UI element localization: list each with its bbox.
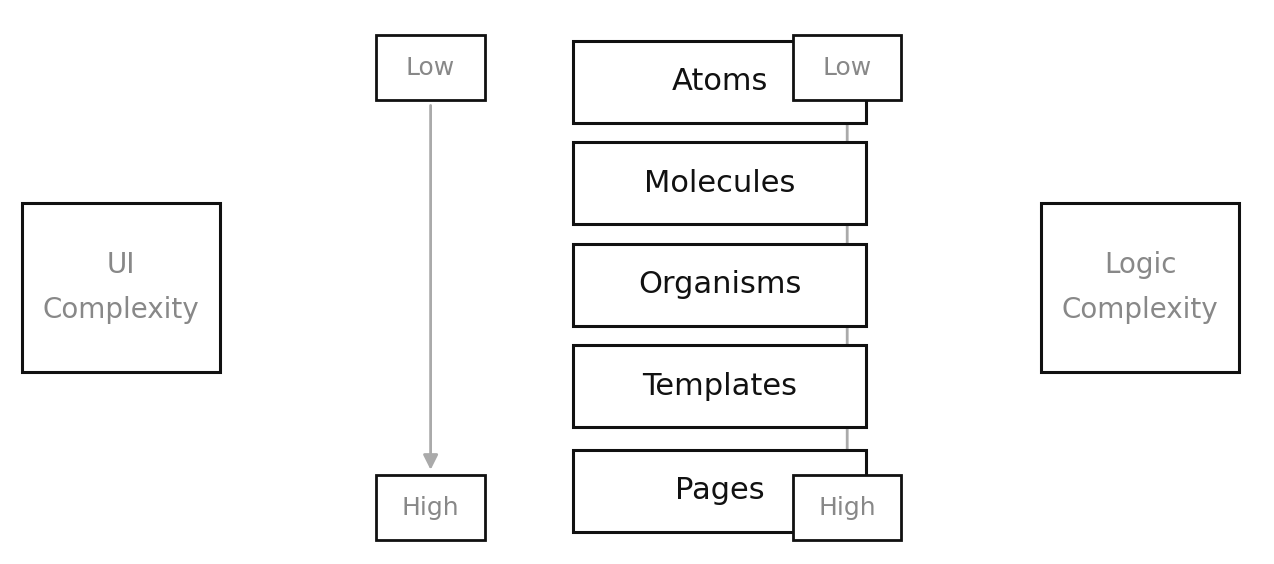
Text: High: High	[401, 496, 460, 519]
FancyBboxPatch shape	[573, 244, 866, 326]
Text: Molecules: Molecules	[645, 169, 795, 198]
FancyBboxPatch shape	[377, 475, 485, 540]
FancyBboxPatch shape	[792, 35, 902, 100]
FancyBboxPatch shape	[23, 203, 219, 372]
Text: Atoms: Atoms	[671, 67, 768, 96]
FancyBboxPatch shape	[573, 345, 866, 428]
Text: UI
Complexity: UI Complexity	[43, 251, 199, 324]
FancyBboxPatch shape	[573, 142, 866, 224]
Text: High: High	[818, 496, 877, 519]
Text: Organisms: Organisms	[638, 270, 801, 299]
FancyBboxPatch shape	[573, 450, 866, 531]
Text: Pages: Pages	[675, 476, 764, 505]
Text: Low: Low	[823, 56, 871, 80]
FancyBboxPatch shape	[377, 35, 485, 100]
Text: Logic
Complexity: Logic Complexity	[1063, 251, 1218, 324]
FancyBboxPatch shape	[1042, 203, 1240, 372]
FancyBboxPatch shape	[792, 475, 902, 540]
Text: Templates: Templates	[642, 372, 798, 401]
FancyBboxPatch shape	[573, 41, 866, 123]
Text: Low: Low	[406, 56, 455, 80]
